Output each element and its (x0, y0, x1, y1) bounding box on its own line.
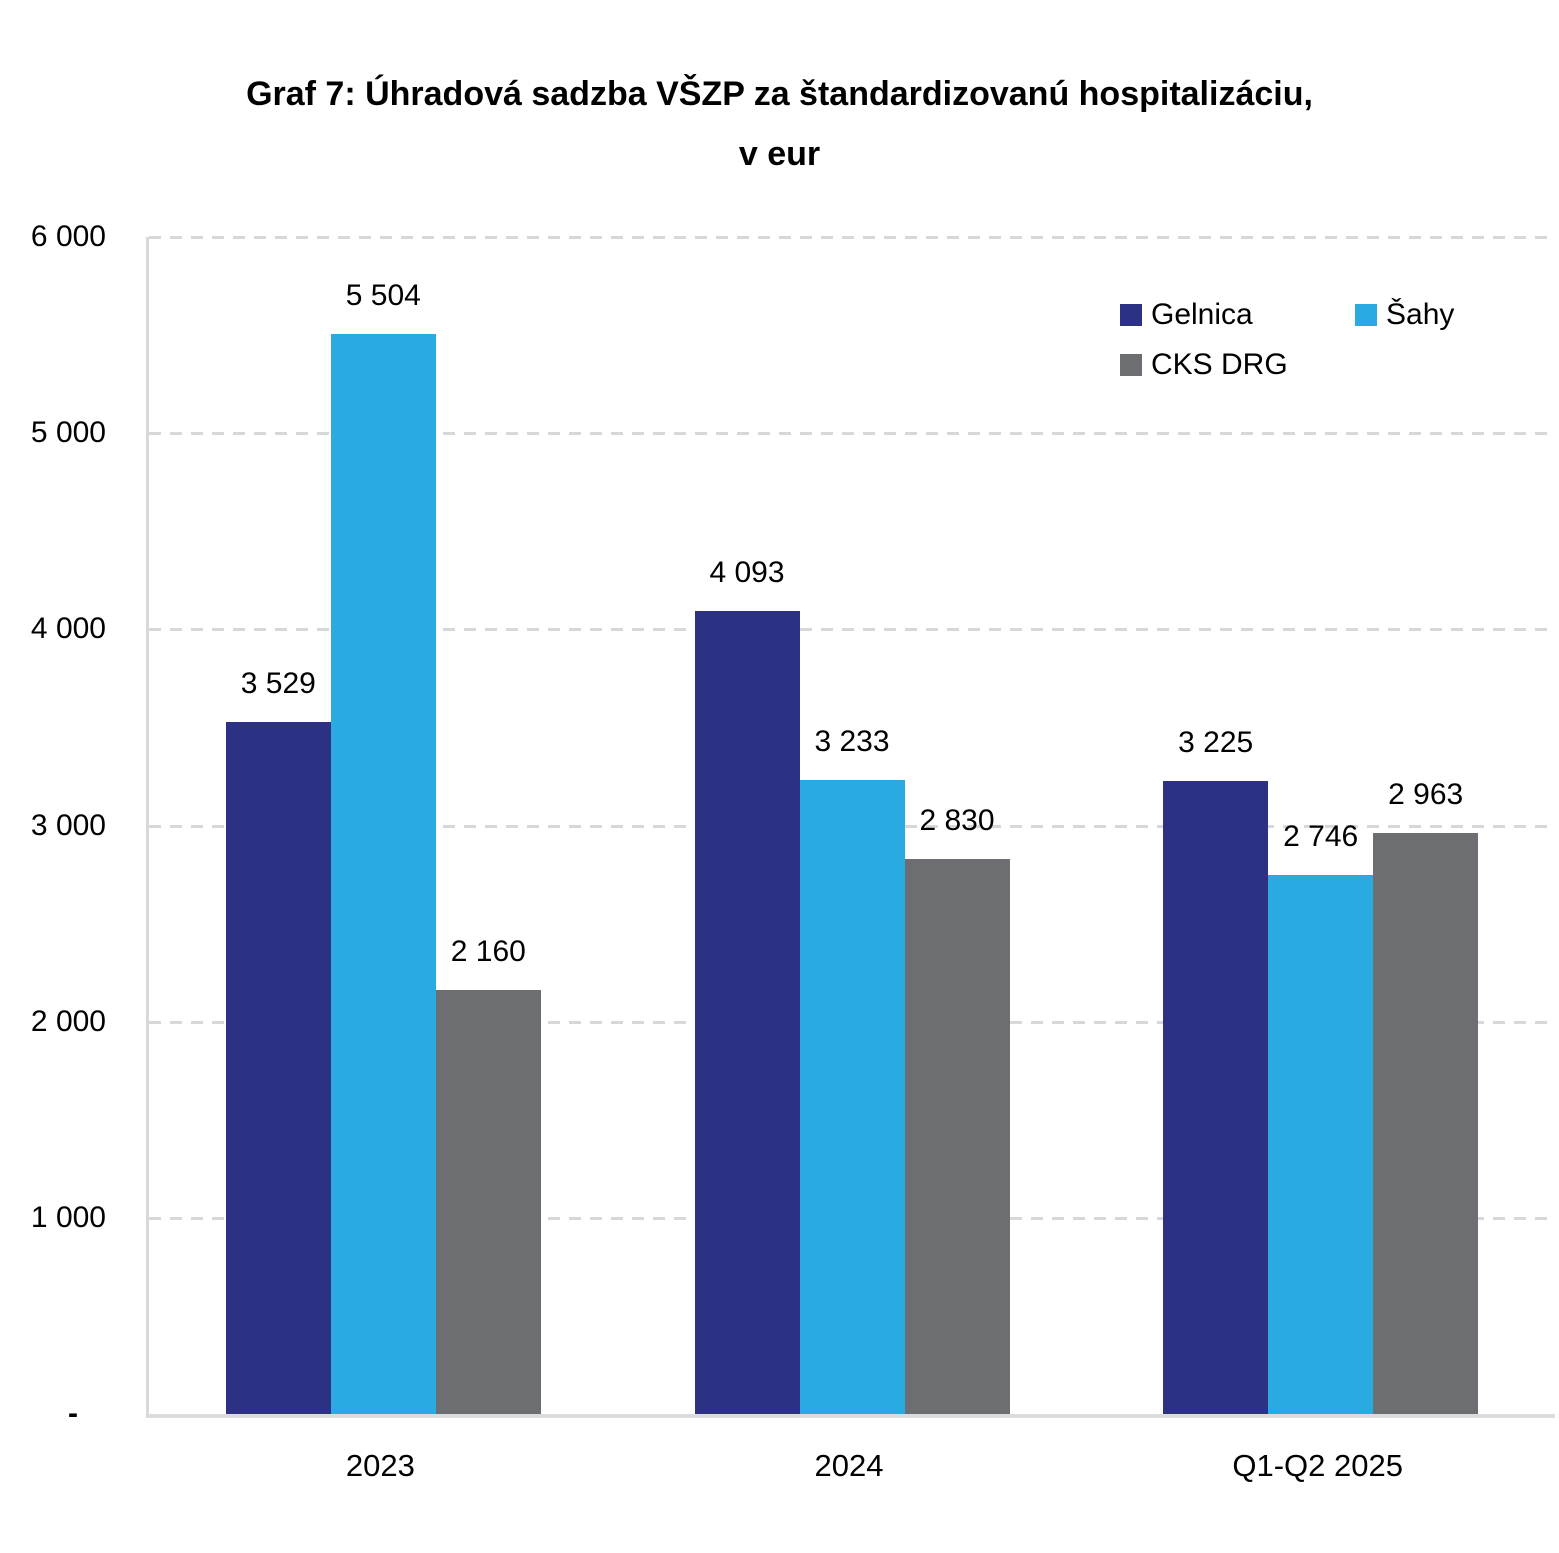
legend-label: Šahy (1386, 297, 1455, 331)
bar-cks-drg-2024 (904, 858, 1010, 1414)
bar-gelnica-2024 (694, 611, 800, 1414)
gridline (149, 628, 1555, 632)
plot-area: 3 529 5 504 2 160 4 093 3 233 2 830 3 225 2 746… (146, 236, 1555, 1418)
y-axis-label: 3 000 (30, 808, 106, 842)
legend-marker-icon (1355, 303, 1377, 326)
chart-title-line1: Graf 7: Úhradová sadzba VŠZP za štandard… (246, 75, 1313, 113)
bar-gelnica-q1-q2-2025 (1163, 781, 1269, 1414)
bar-value-label: 2 830 (919, 803, 995, 837)
legend-item-gelnica: Gelnica (1120, 296, 1355, 333)
bar-value-label: 3 529 (240, 666, 316, 700)
bar-value-label: 2 963 (1388, 777, 1464, 811)
bar-value-label: 2 160 (450, 935, 526, 969)
chart-title-line2: v eur (738, 135, 821, 173)
y-axis-label: 2 000 (30, 1004, 106, 1038)
bar-value-label: 4 093 (709, 556, 785, 590)
y-axis-label: 1 000 (30, 1200, 106, 1234)
bar-value-label: 2 746 (1283, 820, 1359, 854)
y-axis-label: 6 000 (30, 220, 106, 253)
legend: Gelnica Šahy CKS DRG (1120, 296, 1454, 383)
legend-marker-icon (1120, 353, 1142, 376)
y-axis-label: 4 000 (30, 612, 106, 646)
chart-title: Graf 7: Úhradová sadzba VŠZP za štandard… (0, 64, 1559, 184)
bar-value-label: 5 504 (345, 279, 421, 313)
gridline (149, 236, 1555, 239)
y-axis-label: - (68, 1397, 78, 1430)
x-axis-label: 2023 (345, 1448, 415, 1483)
legend-label: CKS DRG (1151, 347, 1288, 381)
bar-cks-drg-q1-q2-2025 (1373, 832, 1479, 1414)
x-axis-label: 2024 (814, 1448, 884, 1483)
legend-item-cks-drg: CKS DRG (1120, 346, 1355, 383)
bar-value-label: 3 225 (1178, 726, 1254, 760)
bar-šahy-q1-q2-2025 (1268, 875, 1374, 1414)
bar-šahy-2024 (799, 779, 905, 1414)
bar-cks-drg-2023 (435, 990, 541, 1414)
bar-value-label: 3 233 (814, 724, 890, 758)
bar-gelnica-2023 (225, 721, 331, 1414)
gridline (149, 432, 1555, 436)
legend-marker-icon (1120, 303, 1142, 326)
x-axis-label: Q1-Q2 2025 (1232, 1448, 1403, 1483)
legend-label: Gelnica (1151, 297, 1253, 331)
bar-šahy-2023 (330, 334, 436, 1414)
legend-item-šahy: Šahy (1355, 296, 1454, 333)
y-axis-label: 5 000 (30, 416, 106, 450)
